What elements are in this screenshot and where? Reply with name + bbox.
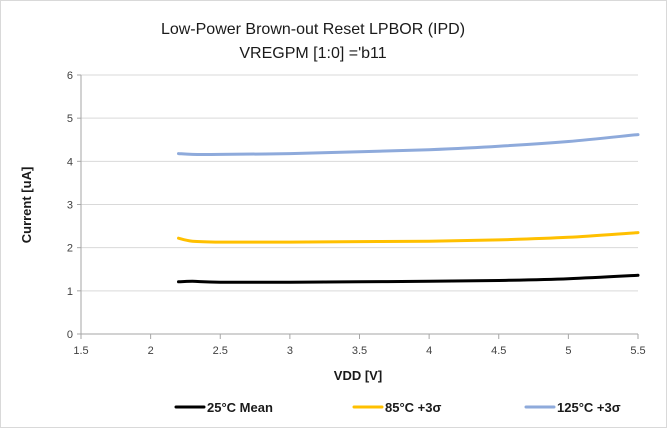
axes <box>77 74 639 339</box>
x-tick-label-6: 4.5 <box>491 345 506 357</box>
y-tick-label-2: 2 <box>67 243 73 255</box>
x-tick-label-7: 5 <box>565 345 571 357</box>
legend-label-0: 25°C Mean <box>207 400 273 415</box>
legend-label-2: 125°C +3σ <box>557 400 621 415</box>
x-axis-label: VDD [V] <box>334 368 382 383</box>
x-tick-label-8: 5.5 <box>630 345 645 357</box>
x-tick-label-4: 3.5 <box>352 345 367 357</box>
legend-item-1: 85°C +3σ <box>352 400 441 415</box>
chart-subtitle: VREGPM [1:0] ='b11 <box>239 45 386 62</box>
y-tick-label-5: 5 <box>67 113 73 125</box>
legend-item-0: 25°C Mean <box>174 400 273 415</box>
y-tick-label-6: 6 <box>67 70 73 82</box>
y-tick-label-3: 3 <box>67 200 73 212</box>
series-line-2 <box>177 133 640 157</box>
legend: 25°C Mean 85°C +3σ 125°C +3σ <box>174 400 621 415</box>
legend-label-1: 85°C +3σ <box>385 400 441 415</box>
grid-lines <box>81 74 638 292</box>
series-lines <box>177 133 640 284</box>
y-tick-label-4: 4 <box>67 156 73 168</box>
y-axis-label: Current [uA] <box>19 167 34 244</box>
legend-item-2: 125°C +3σ <box>524 400 621 415</box>
tick-labels: 0 1 2 3 4 5 6 1.5 2 2.5 3 3.5 4 4.5 5 5.5 <box>67 70 646 357</box>
y-tick-label-0: 0 <box>67 329 73 341</box>
x-tick-label-2: 2.5 <box>213 345 228 357</box>
series-line-1 <box>177 231 640 244</box>
x-tick-label-3: 3 <box>287 345 293 357</box>
x-tick-label-0: 1.5 <box>73 345 88 357</box>
x-tick-label-5: 4 <box>426 345 432 357</box>
y-tick-label-1: 1 <box>67 286 73 298</box>
series-line-0 <box>177 273 640 284</box>
x-tick-label-1: 2 <box>148 345 154 357</box>
chart-title: Low-Power Brown-out Reset LPBOR (IPD) <box>161 21 465 38</box>
